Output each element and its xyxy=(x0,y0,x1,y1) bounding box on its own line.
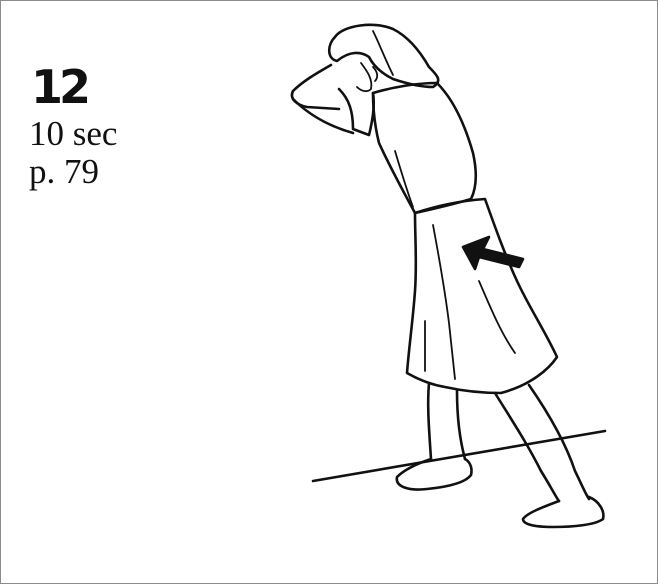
exercise-duration: 10 sec xyxy=(29,114,118,153)
figure-skirt-fold xyxy=(478,280,516,354)
figure-shoe-back xyxy=(395,457,473,491)
figure-leg-back xyxy=(426,381,467,461)
figure-shoe-front xyxy=(521,495,605,529)
arrow-icon xyxy=(461,235,525,271)
figure-hair-strand xyxy=(372,30,394,76)
page-reference: p. 79 xyxy=(29,152,99,191)
figure-ear xyxy=(372,66,379,82)
figure-skirt xyxy=(405,197,559,395)
floor-line xyxy=(311,429,607,483)
figure-arm-upper xyxy=(290,63,341,111)
stretch-figure xyxy=(290,23,605,529)
figure-arm-forearm xyxy=(291,97,355,135)
figure-skirt-fold xyxy=(432,224,456,380)
figure-face xyxy=(356,62,373,93)
figure-blouse xyxy=(371,81,478,215)
exercise-caption: 12 10 sec p. 79 xyxy=(29,59,117,191)
figure-leg-front xyxy=(493,383,591,503)
exercise-number: 12 xyxy=(31,60,91,114)
figure-blouse-fold xyxy=(394,150,414,208)
figure-sleeve xyxy=(337,87,376,137)
